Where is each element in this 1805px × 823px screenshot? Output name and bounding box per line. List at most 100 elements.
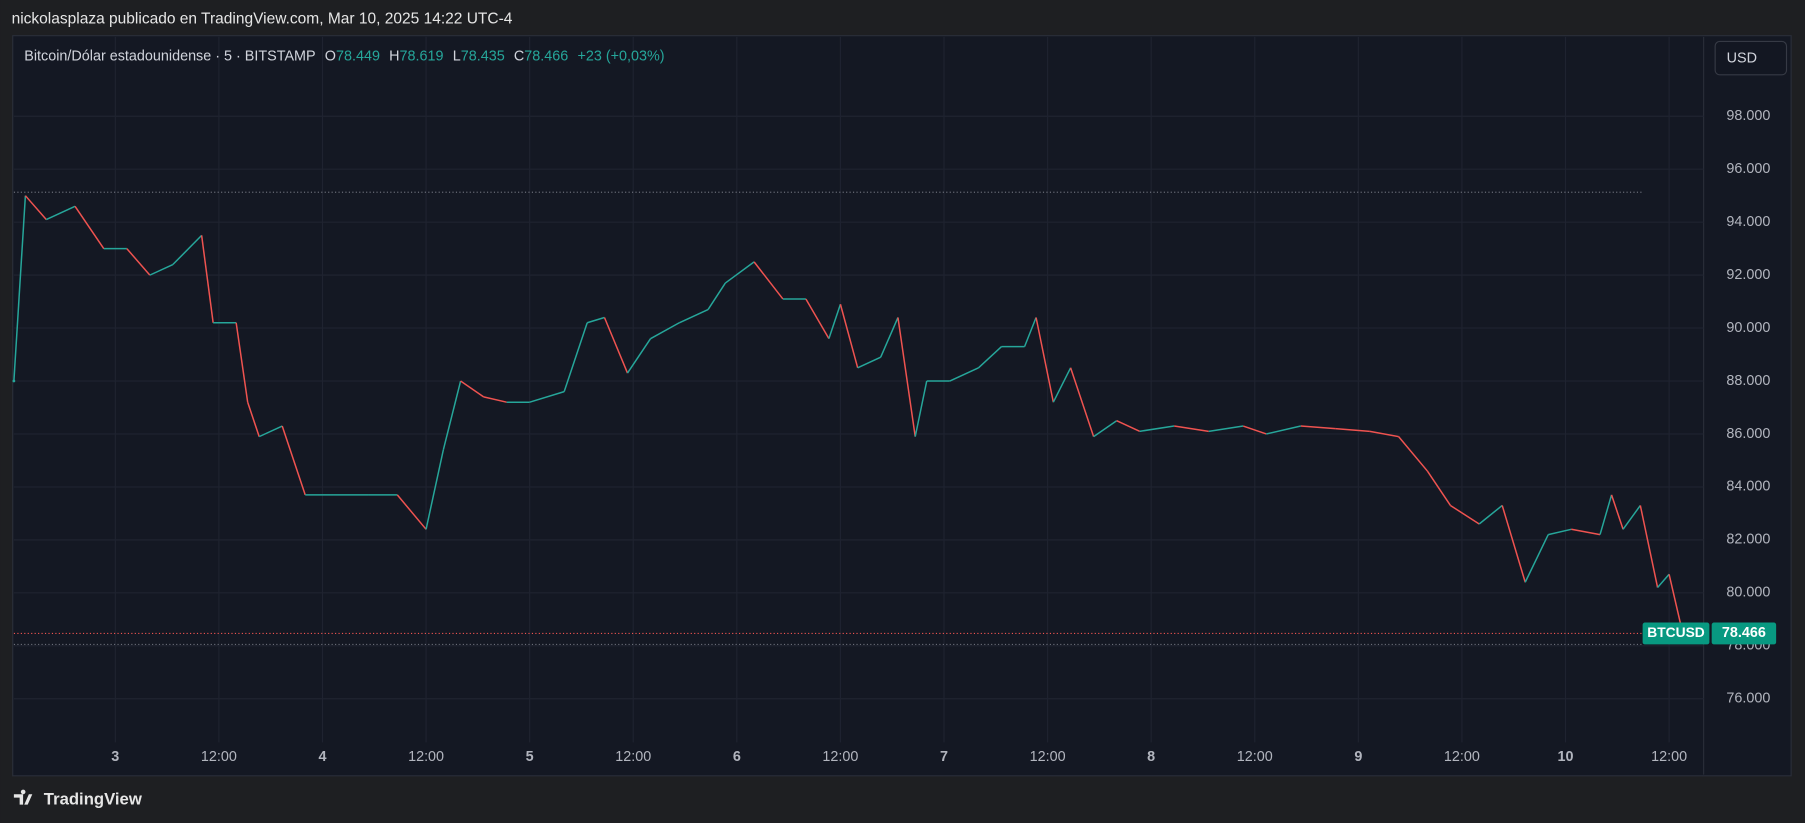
x-tick-label: 4: [318, 749, 326, 765]
l-label: L: [453, 48, 461, 64]
symbol-tag: [1642, 622, 1710, 645]
price-segment: [1571, 528, 1601, 536]
price-segment: [1478, 504, 1503, 525]
o-value: 78.449: [336, 48, 380, 64]
x-tick-label: 5: [526, 749, 534, 765]
c-value: 78.466: [524, 48, 568, 64]
price-segment: [724, 261, 755, 284]
price-segment: [460, 380, 485, 398]
y-tick-label: 84.000: [1726, 479, 1770, 495]
brand: TradingView: [44, 789, 143, 808]
logo-icon: [13, 789, 33, 805]
price-segment: [24, 195, 47, 221]
price-segment: [172, 234, 203, 266]
y-tick-label: 86.000: [1726, 426, 1770, 442]
x-tick-label: 12:00: [615, 749, 651, 765]
symbol-tag-label: BTCUSD: [1647, 624, 1705, 640]
currency[interactable]: USD: [1727, 51, 1757, 67]
price-segment: [1243, 425, 1267, 435]
y-tick-label: 92.000: [1726, 267, 1770, 283]
price-tag-label: 78.466: [1722, 625, 1766, 641]
price-segment: [442, 380, 462, 451]
c-label: C: [514, 48, 524, 64]
price-segment: [1139, 425, 1175, 433]
price-segment: [149, 263, 174, 276]
price-segment: [1035, 317, 1055, 403]
price-segment: [897, 317, 916, 437]
x-tick-label: 12:00: [1237, 749, 1273, 765]
price-segment: [1093, 420, 1118, 438]
x-tick-label: 12:00: [1030, 749, 1066, 765]
price-segment: [246, 401, 260, 437]
y-tick-label: 90.000: [1726, 320, 1770, 336]
price-segment: [563, 322, 588, 392]
l-value: 78.435: [461, 48, 505, 64]
price-segment: [1069, 367, 1095, 437]
change: +23 (+0,03%): [577, 48, 664, 64]
price-segment: [1622, 505, 1641, 530]
x-tick-label: 7: [940, 749, 948, 765]
price-segment: [650, 322, 680, 340]
chart-panel: [12, 35, 1792, 777]
price-segment: [74, 205, 105, 250]
price-segment: [281, 425, 306, 496]
x-tick-label: 6: [733, 749, 741, 765]
price-segment: [1369, 430, 1399, 438]
currency-button[interactable]: [1714, 40, 1788, 76]
price-segment: [1524, 534, 1549, 583]
price-segment: [603, 317, 629, 374]
x-tick-label: 10: [1558, 749, 1574, 765]
symbol: Bitcoin/Dólar estadounidense · 5 · BITST…: [24, 48, 315, 64]
price-segment: [396, 494, 427, 530]
price-segment: [425, 449, 445, 530]
y-tick-label: 88.000: [1726, 373, 1770, 389]
legend: Bitcoin/Dólar estadounidense · 5 · BITST…: [24, 48, 664, 64]
price-segment: [529, 390, 565, 403]
price-segment: [483, 396, 507, 403]
price-segment: [586, 316, 605, 324]
price-segment: [707, 282, 726, 310]
price-segment: [1426, 470, 1452, 506]
price-segment: [1450, 504, 1480, 525]
y-tick-label: 98.000: [1726, 108, 1770, 124]
price-tag: [1711, 622, 1777, 645]
header-title: nickolasplaza publicado en TradingView.c…: [12, 11, 513, 28]
price-segment: [1657, 573, 1670, 589]
price-segment: [880, 317, 899, 358]
price-segment: [978, 346, 1003, 369]
price-segment: [1174, 425, 1209, 433]
x-tick-label: 12:00: [201, 749, 237, 765]
price-segment: [1610, 494, 1624, 530]
price-segment: [1208, 425, 1244, 433]
price-segment: [258, 425, 283, 438]
y-tick-label: 76.000: [1726, 691, 1770, 707]
x-tick-label: 12:00: [1444, 749, 1480, 765]
price-segment: [857, 356, 882, 369]
price-segment: [949, 367, 979, 382]
price-segment: [235, 322, 249, 403]
y-tick-label: 80.000: [1726, 585, 1770, 601]
price-segment: [753, 261, 784, 300]
price-segment: [1300, 425, 1336, 430]
y-tick-label: 94.000: [1726, 214, 1770, 230]
h-label: H: [389, 48, 399, 64]
x-tick-label: 8: [1147, 749, 1155, 765]
price-segment: [1335, 427, 1370, 433]
price-segment: [13, 195, 27, 382]
price-segment: [839, 304, 859, 368]
price-segment: [1266, 425, 1301, 435]
price-segment: [914, 380, 928, 437]
price-segment: [1023, 317, 1037, 347]
y-tick-label: 82.000: [1726, 532, 1770, 548]
price-segment: [1116, 420, 1140, 433]
x-tick-label: 9: [1354, 749, 1362, 765]
price-segment: [1501, 505, 1526, 583]
price-segment: [126, 248, 151, 276]
price-segment: [626, 338, 652, 374]
price-segment: [200, 235, 214, 323]
y-tick-label: 96.000: [1726, 161, 1770, 177]
x-tick-label: 12:00: [408, 749, 444, 765]
x-tick-label: 12:00: [1651, 749, 1687, 765]
x-tick-label: 3: [111, 749, 119, 765]
